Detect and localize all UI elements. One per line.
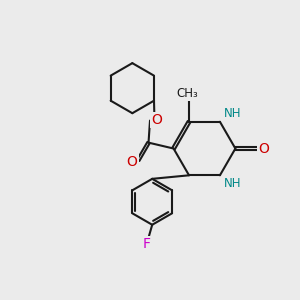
Text: NH: NH [224,177,242,190]
Text: O: O [258,142,269,155]
Text: CH₃: CH₃ [177,87,198,100]
Text: O: O [126,155,137,169]
Text: F: F [143,237,151,251]
Text: O: O [151,113,162,127]
Text: NH: NH [224,107,242,120]
